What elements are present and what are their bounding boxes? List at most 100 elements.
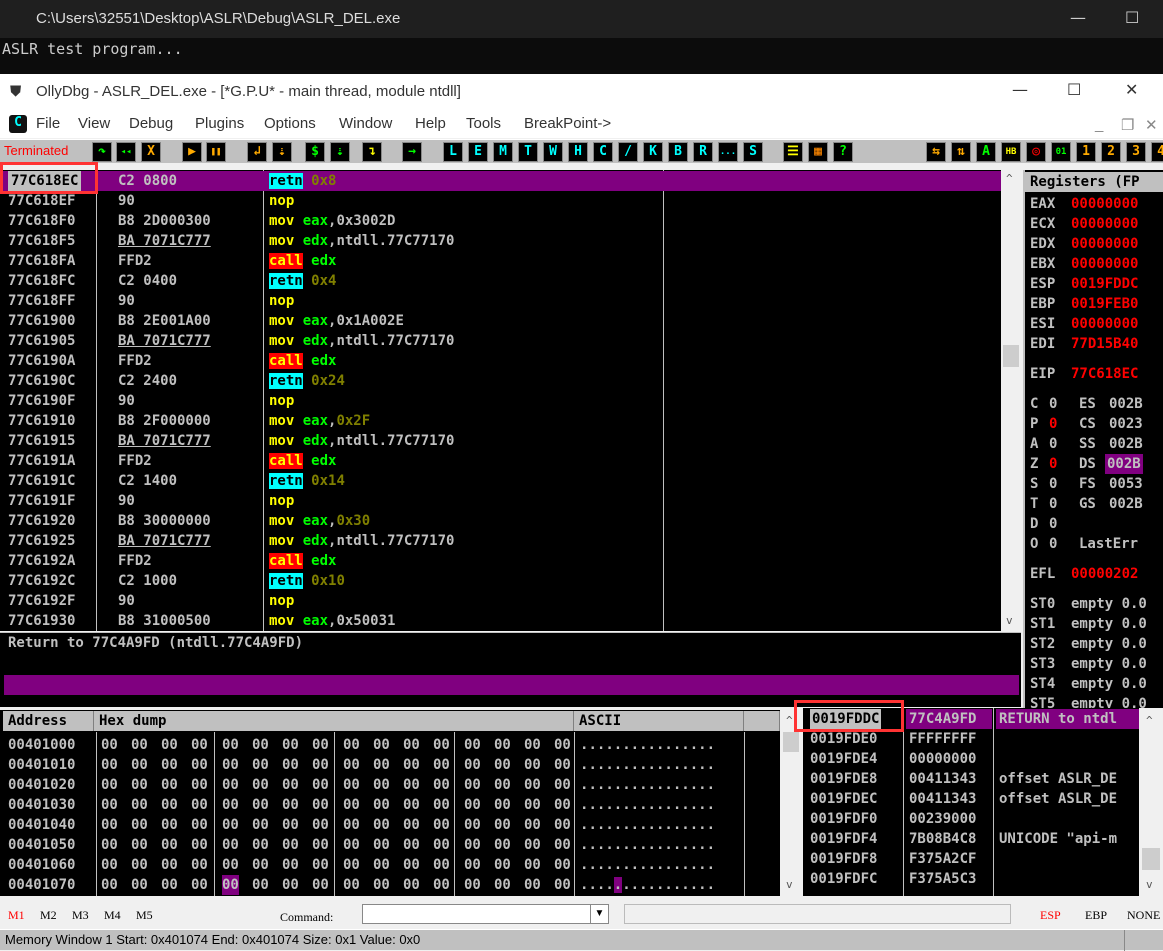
toolbar-button-11[interactable]: L <box>443 142 463 162</box>
dump-byte[interactable]: 00 <box>312 797 329 813</box>
dump-byte[interactable]: 00 <box>373 777 390 793</box>
toolbar-button-20[interactable]: B <box>668 142 688 162</box>
dump-byte[interactable]: 00 <box>252 797 269 813</box>
dump-byte[interactable]: 00 <box>554 777 571 793</box>
disasm-row[interactable]: 77C618EF 90 nop <box>0 191 1001 211</box>
dump-byte[interactable]: 00 <box>101 817 118 833</box>
dump-byte[interactable]: 00 <box>464 817 481 833</box>
dump-byte[interactable]: 00 <box>252 757 269 773</box>
register-eip[interactable]: EIP 77C618EC <box>1025 364 1163 384</box>
register-value[interactable]: 00000000 <box>1071 256 1139 272</box>
dump-byte[interactable]: 00 <box>131 777 148 793</box>
hex-dump-pane[interactable]: Address Hex dump ASCII 00401000 00 00 00 00 0… <box>0 710 780 896</box>
dump-byte[interactable]: 00 <box>403 817 420 833</box>
dump-byte[interactable]: 00 <box>554 757 571 773</box>
stack-row[interactable]: 0019FDFC F375A5C3 <box>803 869 1139 889</box>
dump-byte[interactable]: 00 <box>373 817 390 833</box>
toolbar-button-17[interactable]: C <box>593 142 613 162</box>
disasm-row[interactable]: 77C6191A FFD2 call edx <box>0 451 1001 471</box>
dump-byte[interactable]: 00 <box>131 817 148 833</box>
toolbar-button-21[interactable]: R <box>693 142 713 162</box>
toolbar-button-36[interactable]: 4 <box>1151 142 1163 162</box>
dump-byte[interactable]: 00 <box>433 817 450 833</box>
toolbar-button-15[interactable]: W <box>543 142 563 162</box>
dump-byte[interactable]: 00 <box>554 797 571 813</box>
scroll-down-icon[interactable]: v <box>1006 614 1013 627</box>
dump-byte[interactable]: 00 <box>494 877 511 893</box>
disasm-row[interactable]: 77C6190A FFD2 call edx <box>0 351 1001 371</box>
disasm-row[interactable]: 77C61930 B8 31000500 mov eax,0x50031 <box>0 611 1001 631</box>
dump-byte[interactable]: 00 <box>343 817 360 833</box>
dump-byte[interactable]: 00 <box>252 737 269 753</box>
segment-value[interactable]: 002B <box>1109 436 1143 452</box>
toolbar-button-25[interactable]: ▦ <box>808 142 828 162</box>
stack-follow-esp[interactable]: ESP <box>1040 908 1061 922</box>
dump-byte[interactable]: 00 <box>554 737 571 753</box>
dump-byte[interactable]: 00 <box>101 837 118 853</box>
dump-byte[interactable]: 00 <box>312 837 329 853</box>
disasm-row[interactable]: 77C618FA FFD2 call edx <box>0 251 1001 271</box>
memory-window-m2[interactable]: M2 <box>40 908 57 922</box>
flag-row[interactable]: T 0 GS 002B <box>1025 494 1163 514</box>
dump-byte[interactable]: 00 <box>373 857 390 873</box>
dump-byte[interactable]: 00 <box>252 777 269 793</box>
dump-byte[interactable]: 00 <box>433 777 450 793</box>
flag-row[interactable]: S 0 FS 0053 <box>1025 474 1163 494</box>
dump-byte[interactable]: 00 <box>222 837 239 853</box>
stack-row[interactable]: 0019FDE8 00411343 offset ASLR_DE <box>803 769 1139 789</box>
dump-byte[interactable]: 00 <box>524 757 541 773</box>
dump-byte[interactable]: 00 <box>101 757 118 773</box>
dump-byte[interactable]: 00 <box>554 877 571 893</box>
dump-byte[interactable]: 00 <box>282 837 299 853</box>
segment-value[interactable]: 002B <box>1109 396 1143 412</box>
flag-value[interactable]: 0 <box>1049 456 1058 472</box>
memory-window-m4[interactable]: M4 <box>104 908 121 922</box>
toolbar-button-14[interactable]: T <box>518 142 538 162</box>
toolbar-button-28[interactable]: ⇅ <box>951 142 971 162</box>
disasm-row[interactable]: 77C6192C C2 1000 retn 0x10 <box>0 571 1001 591</box>
dump-byte[interactable]: 00 <box>131 757 148 773</box>
disasm-row[interactable]: 77C618F0 B8 2D000300 mov eax,0x3002D <box>0 211 1001 231</box>
stack-scrollbar[interactable]: ^ v <box>1139 708 1163 896</box>
toolbar-button-6[interactable]: ⇣ <box>272 142 292 162</box>
dump-byte[interactable]: 00 <box>101 777 118 793</box>
dump-byte[interactable]: 00 <box>222 757 239 773</box>
segment-value[interactable]: 0023 <box>1109 416 1143 432</box>
dump-byte[interactable]: 00 <box>222 875 239 895</box>
dump-byte[interactable]: 00 <box>161 757 178 773</box>
toolbar-button-26[interactable]: ? <box>833 142 853 162</box>
toolbar-button-2[interactable]: X <box>141 142 161 162</box>
disasm-row[interactable]: 77C618F5 BA 7071C777 mov edx,ntdll.77C7717… <box>0 231 1001 251</box>
toolbar-button-35[interactable]: 3 <box>1126 142 1146 162</box>
disasm-row[interactable]: 77C61920 B8 30000000 mov eax,0x30 <box>0 511 1001 531</box>
flag-row[interactable]: O 0 LastErr <box>1025 534 1163 554</box>
menu-plugins[interactable]: Plugins <box>195 115 245 132</box>
toolbar-button-33[interactable]: 1 <box>1076 142 1096 162</box>
toolbar-button-3[interactable]: ▶ <box>182 142 202 162</box>
dump-byte[interactable]: 00 <box>524 877 541 893</box>
register-value[interactable]: 00000000 <box>1071 216 1139 232</box>
dump-byte[interactable]: 00 <box>494 737 511 753</box>
dump-byte[interactable]: 00 <box>191 857 208 873</box>
stack-pane[interactable]: 0019FDDC 77C4A9FD RETURN to ntdl 0019FDE0 FF… <box>803 708 1139 896</box>
dump-byte[interactable]: 00 <box>312 857 329 873</box>
dump-row[interactable]: 00401020 00 00 00 00 00 00 00 00 00 00 00 00 00 00 00 00… <box>0 775 780 795</box>
registers-pane[interactable]: Registers (FP EAX 00000000 ECX 00000000 EDX 00… <box>1023 170 1163 708</box>
toolbar-button-32[interactable]: 01 <box>1051 142 1071 162</box>
register-esi[interactable]: ESI 00000000 <box>1025 314 1163 334</box>
fpu-register[interactable]: ST1 empty 0.0 <box>1025 614 1163 634</box>
register-ebx[interactable]: EBX 00000000 <box>1025 254 1163 274</box>
toolbar-button-34[interactable]: 2 <box>1101 142 1121 162</box>
dump-byte[interactable]: 00 <box>191 737 208 753</box>
fpu-register[interactable]: ST4 empty 0.0 <box>1025 674 1163 694</box>
dump-byte[interactable]: 00 <box>433 797 450 813</box>
dump-byte[interactable]: 00 <box>312 737 329 753</box>
dump-byte[interactable]: 00 <box>191 797 208 813</box>
dump-byte[interactable]: 00 <box>161 777 178 793</box>
dump-byte[interactable]: 00 <box>494 857 511 873</box>
stack-follow-none[interactable]: NONE <box>1127 908 1161 922</box>
memory-window-m3[interactable]: M3 <box>72 908 89 922</box>
stack-row[interactable]: 0019FDE0 FFFFFFFF <box>803 729 1139 749</box>
dump-byte[interactable]: 00 <box>161 817 178 833</box>
dump-byte[interactable]: 00 <box>252 817 269 833</box>
